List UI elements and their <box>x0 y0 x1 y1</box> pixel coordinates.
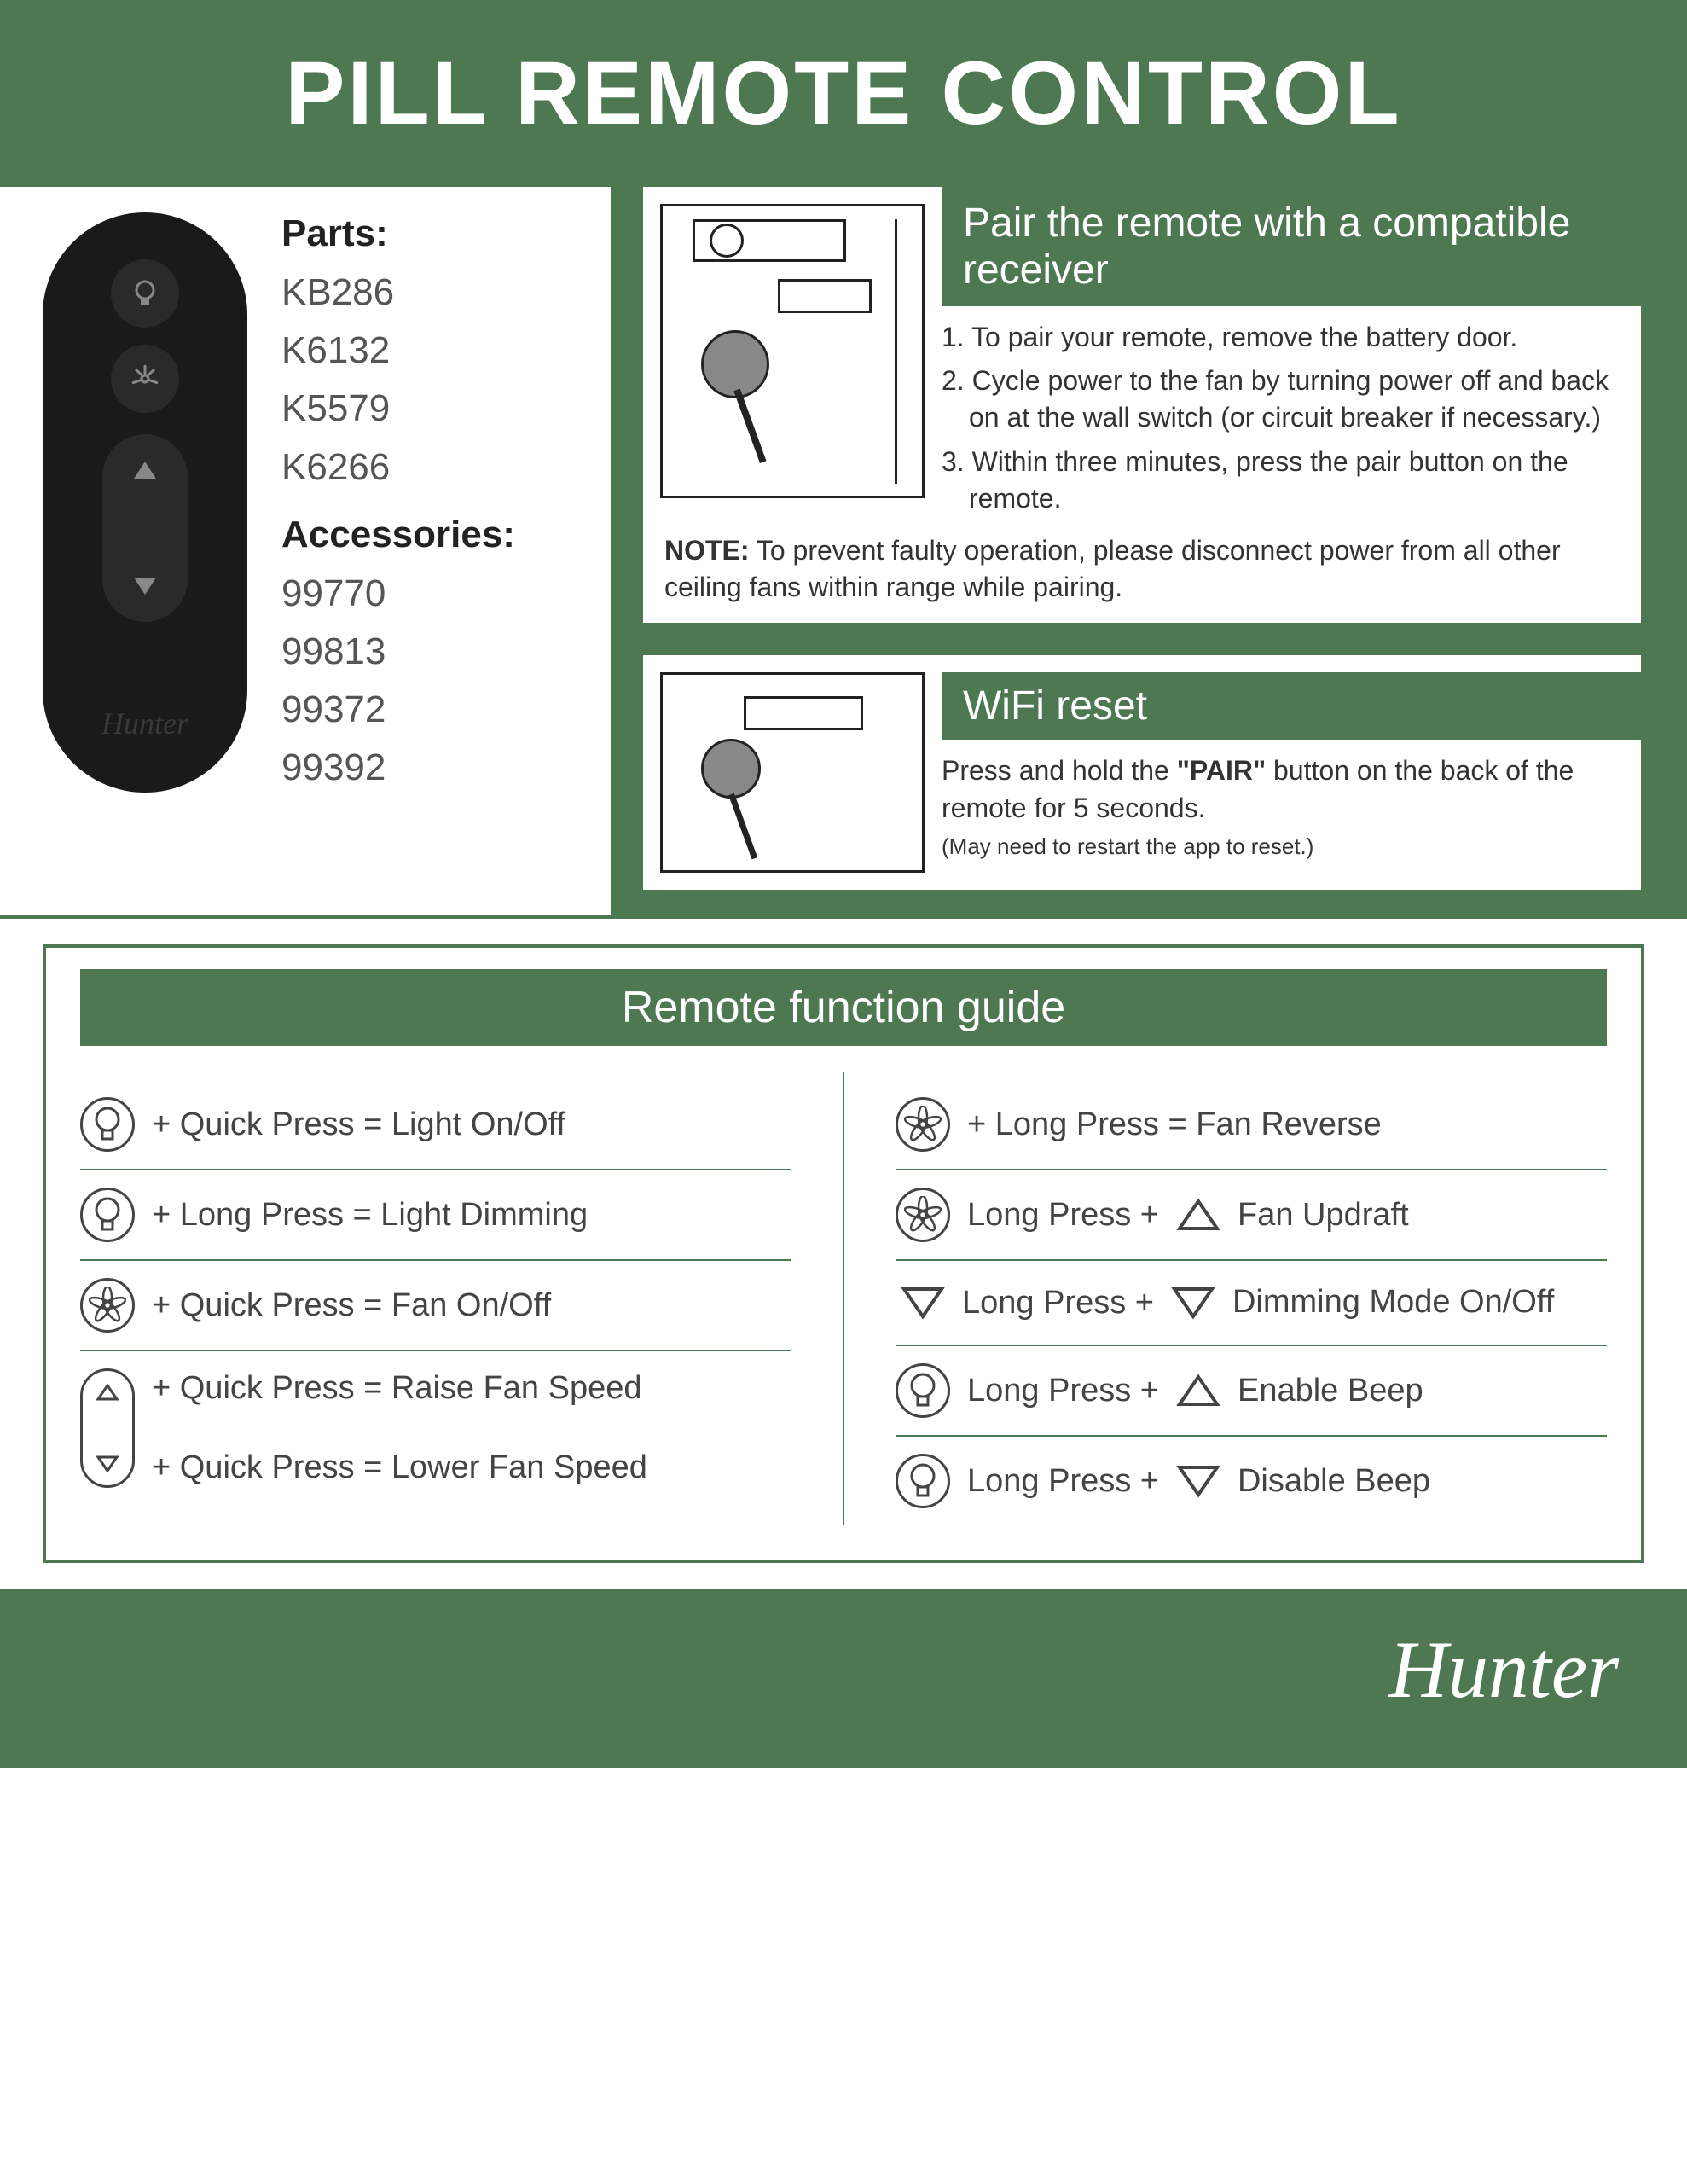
guide-text: + Quick Press = Fan On/Off <box>152 1287 551 1324</box>
guide-row: + Quick Press = Light On/Off <box>80 1080 791 1170</box>
accessories-heading: Accessories: <box>281 514 515 556</box>
footer: Hunter <box>0 1589 1687 1768</box>
guide-row: Long Press + Fan Updraft <box>896 1170 1607 1261</box>
guide-text: + Quick Press = Lower Fan Speed <box>152 1449 647 1486</box>
bulb-icon <box>80 1097 135 1152</box>
pair-panel: Pair the remote with a compatible receiv… <box>640 183 1644 626</box>
wifi-panel: WiFi reset Press and hold the "PAIR" but… <box>640 652 1644 893</box>
triangle-down-icon <box>1171 1286 1215 1320</box>
guide-column-right: + Long Press = Fan Reverse Long Press + … <box>896 1080 1607 1525</box>
accessory-number: 99770 <box>281 565 515 623</box>
rocker-icon <box>80 1368 135 1488</box>
remote-illustration: Hunter <box>43 212 247 793</box>
triangle-down-icon <box>901 1286 945 1320</box>
wifi-text: Press and hold the "PAIR" button on the … <box>942 740 1641 876</box>
pair-step: 1. To pair your remote, remove the batte… <box>942 319 1624 356</box>
guide-text: Disable Beep <box>1238 1463 1430 1500</box>
triangle-down-icon <box>1176 1464 1220 1498</box>
pair-diagram <box>660 204 925 498</box>
guide-text: + Long Press = Fan Reverse <box>967 1107 1382 1143</box>
parts-list: Parts: KB286 K6132 K5579 K6266 Accessori… <box>281 212 515 890</box>
page-title: PILL REMOTE CONTROL <box>0 43 1687 145</box>
guide-text: Long Press + <box>962 1285 1154 1321</box>
guide-row: Long Press + Disable Beep <box>896 1437 1607 1525</box>
guide-text: Long Press + <box>967 1463 1159 1500</box>
pair-title: Pair the remote with a compatible receiv… <box>942 187 1641 306</box>
pair-step: 2. Cycle power to the fan by turning pow… <box>942 363 1624 436</box>
guide-row: + Long Press = Light Dimming <box>80 1170 791 1261</box>
guide-text: + Long Press = Light Dimming <box>152 1197 588 1234</box>
bulb-icon <box>896 1454 950 1508</box>
remote-fan-button-icon <box>111 345 179 413</box>
parts-heading: Parts: <box>281 212 515 255</box>
guide-text: Fan Updraft <box>1238 1197 1409 1234</box>
accessory-number: 99392 <box>281 739 515 797</box>
fan-icon <box>896 1188 950 1242</box>
guide-text: Dimming Mode On/Off <box>1232 1285 1554 1321</box>
parts-panel: Hunter Parts: KB286 K6132 K5579 K6266 Ac… <box>0 183 614 919</box>
triangle-up-icon <box>1176 1198 1220 1232</box>
remote-light-button-icon <box>111 259 179 328</box>
accessory-number: 99372 <box>281 681 515 739</box>
brand-logo: Hunter <box>1389 1624 1619 1715</box>
guide-row: + Quick Press = Raise Fan Speed + Quick … <box>80 1351 791 1505</box>
bulb-icon <box>80 1188 135 1242</box>
part-number: K5579 <box>281 380 515 438</box>
remote-brand-logo: Hunter <box>43 706 247 741</box>
part-number: K6132 <box>281 322 515 380</box>
guide-text: Long Press + <box>967 1373 1159 1409</box>
guide-row: + Quick Press = Fan On/Off <box>80 1261 791 1351</box>
part-number: KB286 <box>281 264 515 322</box>
guide-column-left: + Quick Press = Light On/Off + Long Pres… <box>80 1080 791 1525</box>
bulb-icon <box>896 1363 950 1418</box>
pair-note-text: To prevent faulty operation, please disc… <box>664 535 1561 602</box>
guide-text: Long Press + <box>967 1197 1159 1234</box>
guide-text: + Quick Press = Raise Fan Speed <box>152 1370 647 1407</box>
triangle-up-icon <box>1176 1374 1220 1408</box>
fan-icon <box>80 1278 135 1333</box>
top-section: Hunter Parts: KB286 K6132 K5579 K6266 Ac… <box>0 183 1687 919</box>
guide-row: Long Press + Enable Beep <box>896 1346 1607 1437</box>
pair-steps: 1. To pair your remote, remove the batte… <box>942 306 1641 532</box>
guide-title: Remote function guide <box>80 969 1607 1046</box>
pair-note-label: NOTE: <box>664 535 750 566</box>
pair-step: 3. Within three minutes, press the pair … <box>942 444 1624 517</box>
remote-rocker-icon <box>102 434 188 622</box>
header: PILL REMOTE CONTROL <box>0 0 1687 183</box>
accessory-number: 99813 <box>281 623 515 681</box>
wifi-diagram <box>660 672 925 873</box>
part-number: K6266 <box>281 439 515 497</box>
wifi-title: WiFi reset <box>942 672 1641 740</box>
pair-note: NOTE: To prevent faulty operation, pleas… <box>643 532 1641 623</box>
guide-row: Long Press + Dimming Mode On/Off <box>896 1261 1607 1346</box>
fan-icon <box>896 1097 950 1152</box>
guide-text: Enable Beep <box>1238 1373 1423 1409</box>
guide-text: + Quick Press = Light On/Off <box>152 1107 565 1143</box>
guide-row: + Long Press = Fan Reverse <box>896 1080 1607 1170</box>
guide-panel: Remote function guide + Quick Press = Li… <box>43 944 1644 1563</box>
guide-divider <box>843 1072 844 1525</box>
